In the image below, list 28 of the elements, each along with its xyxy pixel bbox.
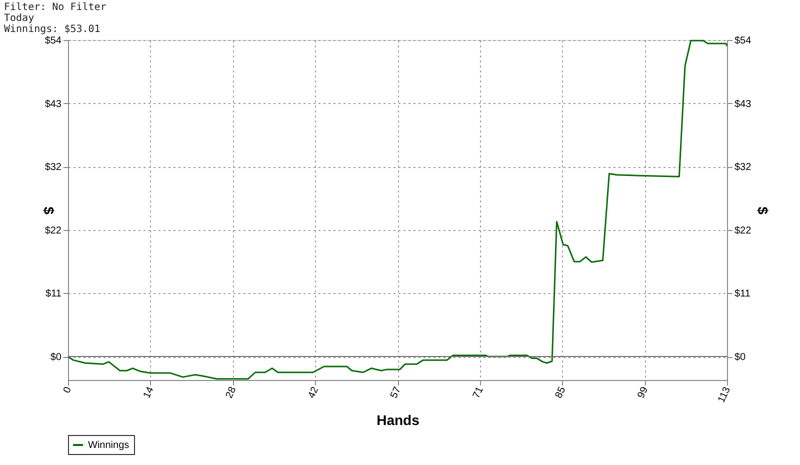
text: Today	[4, 13, 34, 24]
y-tick-label: $11	[46, 288, 62, 300]
x-tick-label: 85	[554, 384, 568, 400]
x-tick-label: 28	[224, 384, 239, 400]
y2-tick-label: $54	[734, 36, 752, 46]
x-tick-label: 57	[388, 384, 404, 400]
x-tick-label: 71	[471, 384, 486, 400]
y-tick-label: $32	[44, 162, 62, 174]
legend-label: Winnings	[88, 440, 130, 451]
y-tick-label: $22	[44, 225, 62, 236]
x-axis-title: Hands	[376, 412, 420, 428]
x-tick-label: 113	[716, 385, 734, 404]
y2-tick-label: $43	[734, 98, 752, 110]
x-tick-label: 99	[636, 384, 651, 400]
x-tick-label: 42	[306, 384, 322, 400]
text: Winnings: $53.01	[4, 24, 100, 35]
y2-tick-label: $22	[734, 225, 752, 236]
y2-tick-label: $11	[734, 288, 751, 300]
y-axis-title: $	[40, 206, 57, 215]
y-tick-label: $54	[44, 36, 62, 46]
text: Filter: No Filter	[4, 2, 106, 13]
y-tick-label: $0	[50, 352, 62, 364]
y2-tick-label: $0	[734, 352, 746, 364]
y2-axis-title: $	[755, 206, 772, 215]
y-tick-label: $43	[44, 98, 62, 110]
x-tick-label: 14	[142, 384, 156, 400]
y2-tick-label: $32	[734, 162, 752, 174]
x-tick-label: 0	[62, 384, 74, 396]
